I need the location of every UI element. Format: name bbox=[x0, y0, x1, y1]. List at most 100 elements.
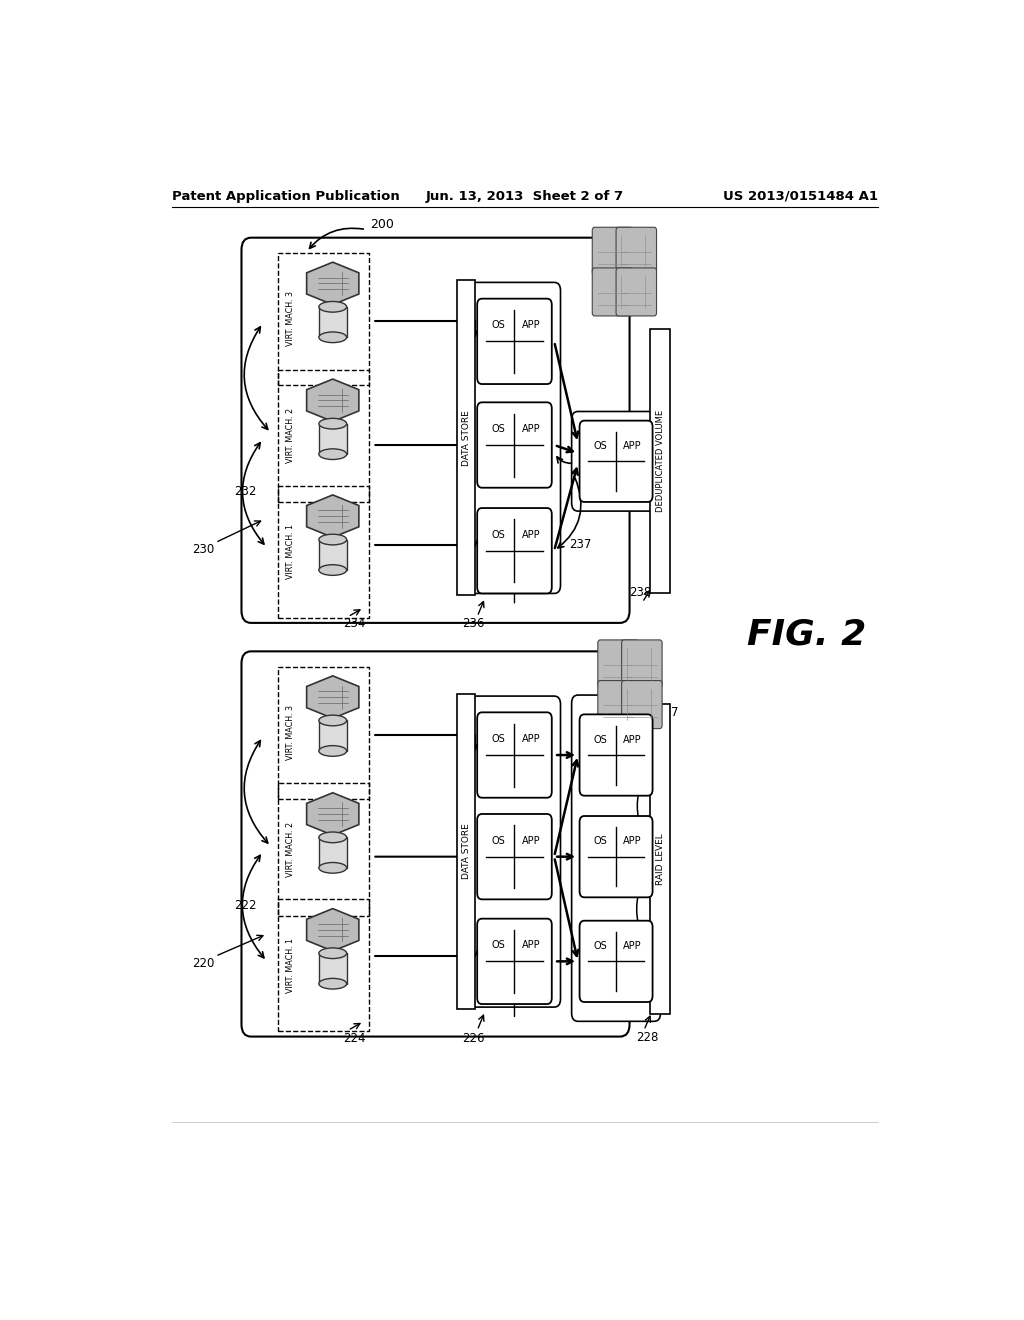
FancyBboxPatch shape bbox=[468, 696, 560, 1007]
Bar bbox=[318, 424, 347, 454]
FancyBboxPatch shape bbox=[242, 651, 630, 1036]
Text: APP: APP bbox=[623, 735, 641, 744]
Ellipse shape bbox=[318, 331, 347, 343]
Polygon shape bbox=[306, 676, 358, 718]
FancyBboxPatch shape bbox=[571, 412, 660, 511]
Text: 234: 234 bbox=[343, 618, 366, 631]
Text: DATA STORE: DATA STORE bbox=[462, 411, 471, 466]
FancyBboxPatch shape bbox=[571, 696, 660, 1022]
Ellipse shape bbox=[318, 862, 347, 874]
FancyBboxPatch shape bbox=[598, 640, 638, 688]
Text: OS: OS bbox=[593, 837, 607, 846]
Text: 224: 224 bbox=[343, 1032, 366, 1045]
Ellipse shape bbox=[318, 978, 347, 989]
Text: DATA STORE: DATA STORE bbox=[462, 824, 471, 879]
FancyBboxPatch shape bbox=[477, 814, 552, 899]
Bar bbox=[318, 953, 347, 983]
Text: 222: 222 bbox=[234, 899, 257, 912]
Ellipse shape bbox=[318, 418, 347, 429]
Text: 200: 200 bbox=[370, 218, 394, 231]
Text: VIRT. MACH. 1: VIRT. MACH. 1 bbox=[286, 939, 295, 993]
FancyBboxPatch shape bbox=[598, 681, 638, 729]
Text: VIRT. MACH. 3: VIRT. MACH. 3 bbox=[286, 292, 295, 346]
Polygon shape bbox=[306, 379, 358, 421]
FancyBboxPatch shape bbox=[468, 282, 560, 594]
Text: 226: 226 bbox=[462, 1032, 484, 1045]
Text: US 2013/0151484 A1: US 2013/0151484 A1 bbox=[723, 190, 878, 202]
Text: APP: APP bbox=[521, 424, 540, 434]
FancyBboxPatch shape bbox=[622, 640, 663, 688]
Text: OS: OS bbox=[492, 734, 505, 744]
Text: 227: 227 bbox=[656, 706, 679, 719]
Bar bbox=[278, 899, 369, 1031]
FancyBboxPatch shape bbox=[477, 508, 552, 594]
Bar bbox=[318, 837, 347, 867]
Text: OS: OS bbox=[593, 441, 607, 451]
Text: OS: OS bbox=[492, 529, 505, 540]
Text: 230: 230 bbox=[193, 544, 214, 556]
Text: 232: 232 bbox=[234, 486, 257, 498]
Text: FIG. 2: FIG. 2 bbox=[748, 616, 866, 651]
Text: APP: APP bbox=[521, 321, 540, 330]
Bar bbox=[318, 306, 347, 338]
Text: 237: 237 bbox=[569, 539, 592, 552]
FancyBboxPatch shape bbox=[592, 268, 633, 315]
Ellipse shape bbox=[318, 449, 347, 459]
Text: 220: 220 bbox=[193, 957, 215, 970]
Ellipse shape bbox=[318, 715, 347, 726]
FancyBboxPatch shape bbox=[616, 268, 656, 315]
Text: VIRT. MACH. 2: VIRT. MACH. 2 bbox=[286, 822, 295, 876]
FancyBboxPatch shape bbox=[242, 238, 630, 623]
Bar bbox=[650, 329, 670, 594]
Text: Patent Application Publication: Patent Application Publication bbox=[172, 190, 399, 202]
Text: 228: 228 bbox=[637, 1031, 659, 1044]
Text: OS: OS bbox=[593, 941, 607, 952]
Text: APP: APP bbox=[521, 529, 540, 540]
Text: VIRT. MACH. 3: VIRT. MACH. 3 bbox=[286, 705, 295, 760]
Text: VIRT. MACH. 2: VIRT. MACH. 2 bbox=[286, 408, 295, 463]
Ellipse shape bbox=[318, 535, 347, 545]
Polygon shape bbox=[306, 908, 358, 952]
Text: APP: APP bbox=[623, 441, 641, 451]
Text: RAID LEVEL: RAID LEVEL bbox=[655, 833, 665, 886]
FancyBboxPatch shape bbox=[580, 421, 652, 502]
Polygon shape bbox=[306, 495, 358, 537]
Bar bbox=[458, 694, 475, 1008]
FancyBboxPatch shape bbox=[477, 919, 552, 1005]
Text: OS: OS bbox=[492, 321, 505, 330]
Text: OS: OS bbox=[492, 836, 505, 846]
Bar bbox=[318, 721, 347, 751]
Ellipse shape bbox=[318, 832, 347, 842]
Bar bbox=[458, 280, 475, 595]
FancyBboxPatch shape bbox=[616, 227, 656, 276]
Bar bbox=[318, 540, 347, 570]
Text: 238: 238 bbox=[629, 586, 651, 599]
Polygon shape bbox=[306, 793, 358, 836]
FancyBboxPatch shape bbox=[477, 403, 552, 487]
Bar bbox=[278, 784, 369, 916]
Text: DEDUPLICATED VOLUME: DEDUPLICATED VOLUME bbox=[655, 411, 665, 512]
FancyBboxPatch shape bbox=[477, 713, 552, 797]
FancyBboxPatch shape bbox=[622, 681, 663, 729]
Polygon shape bbox=[306, 263, 358, 305]
Text: APP: APP bbox=[521, 940, 540, 950]
FancyBboxPatch shape bbox=[592, 227, 633, 276]
Text: VIRT. MACH. 1: VIRT. MACH. 1 bbox=[286, 524, 295, 579]
Bar bbox=[650, 704, 670, 1014]
FancyBboxPatch shape bbox=[580, 714, 652, 796]
Bar bbox=[278, 253, 369, 385]
Ellipse shape bbox=[318, 301, 347, 312]
Text: 236: 236 bbox=[462, 618, 484, 631]
Ellipse shape bbox=[318, 565, 347, 576]
Text: Jun. 13, 2013  Sheet 2 of 7: Jun. 13, 2013 Sheet 2 of 7 bbox=[426, 190, 624, 202]
Text: APP: APP bbox=[623, 941, 641, 952]
Ellipse shape bbox=[318, 746, 347, 756]
Text: APP: APP bbox=[623, 837, 641, 846]
Text: OS: OS bbox=[492, 940, 505, 950]
Bar bbox=[278, 370, 369, 502]
Text: OS: OS bbox=[593, 735, 607, 744]
Text: OS: OS bbox=[492, 424, 505, 434]
Text: APP: APP bbox=[521, 836, 540, 846]
Text: APP: APP bbox=[521, 734, 540, 744]
Bar bbox=[278, 667, 369, 799]
